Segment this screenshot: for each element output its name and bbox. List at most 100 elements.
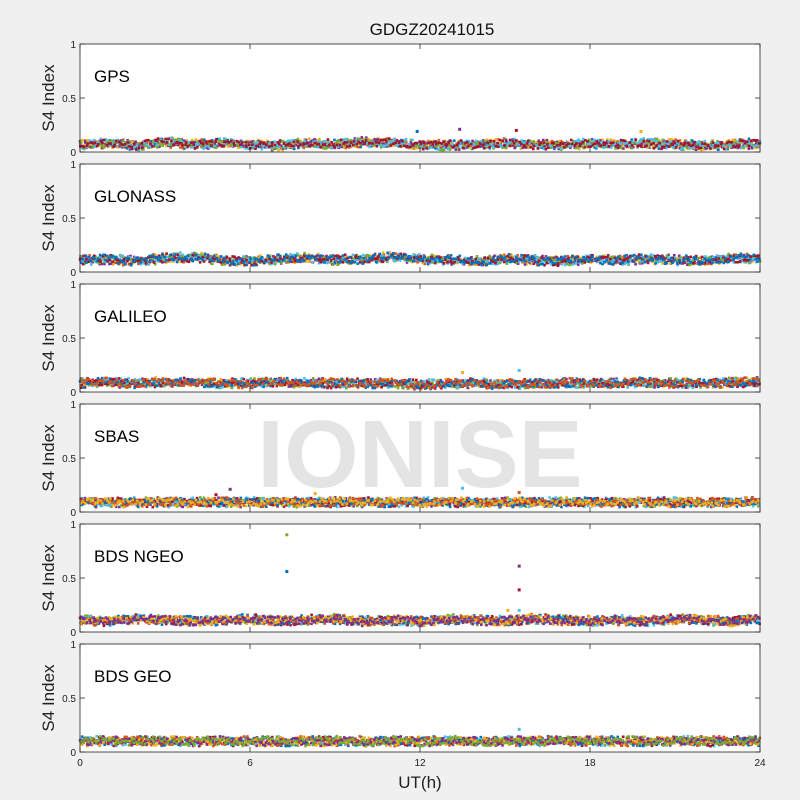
data-point [169, 258, 173, 261]
data-point [139, 261, 143, 264]
data-point [618, 145, 622, 148]
data-point [392, 251, 395, 255]
data-point [726, 257, 730, 261]
data-point [711, 147, 715, 150]
data-point [485, 263, 489, 267]
data-point [537, 139, 541, 143]
data-point [249, 257, 252, 260]
data-point [563, 263, 567, 267]
data-point [145, 142, 148, 145]
data-point [294, 143, 298, 147]
data-point [445, 144, 449, 147]
data-point [619, 138, 623, 142]
data-point [557, 147, 561, 151]
data-point [691, 140, 695, 143]
data-point [203, 138, 206, 142]
data-point [561, 142, 565, 146]
data-point [351, 253, 355, 257]
data-point [218, 137, 222, 141]
data-point [139, 142, 142, 146]
data-point [637, 255, 640, 259]
data-point [553, 146, 556, 149]
outlier-point [514, 128, 518, 132]
data-point [377, 254, 381, 258]
data-point [82, 145, 86, 149]
data-point [583, 145, 586, 149]
data-point [718, 140, 722, 144]
data-point [630, 254, 634, 258]
data-point [289, 253, 292, 256]
data-point [536, 147, 540, 150]
data-point [576, 263, 580, 266]
data-point [260, 145, 264, 149]
data-point [603, 260, 606, 264]
data-point [368, 145, 371, 149]
data-point [397, 256, 400, 260]
data-point [638, 140, 641, 143]
data-point [480, 263, 483, 267]
data-point [380, 254, 384, 257]
data-point [728, 144, 732, 148]
data-point [447, 141, 450, 145]
data-point [593, 142, 596, 146]
data-point [496, 141, 499, 145]
plot-area [80, 284, 760, 392]
data-point [509, 256, 513, 260]
data-point [156, 258, 160, 262]
data-point [510, 144, 514, 148]
data-point [559, 145, 563, 148]
data-point [657, 147, 661, 151]
data-point [616, 146, 620, 150]
data-point [281, 148, 284, 152]
data-point [758, 144, 761, 147]
data-point [655, 257, 658, 261]
data-point [310, 139, 314, 142]
data-point [93, 257, 96, 260]
data-point [172, 258, 176, 262]
data-point [159, 259, 163, 263]
data-point [84, 254, 88, 258]
data-point [271, 148, 275, 152]
data-point [657, 260, 661, 263]
data-point [493, 254, 496, 258]
data-point [366, 143, 370, 147]
data-point [351, 143, 355, 147]
data-point [153, 258, 157, 262]
data-point [364, 139, 368, 142]
data-point [381, 138, 385, 142]
data-point [248, 260, 252, 264]
data-point [578, 142, 582, 146]
data-point [643, 260, 647, 264]
data-point [541, 262, 545, 266]
data-point [738, 143, 741, 147]
data-point [245, 145, 248, 148]
data-point [723, 257, 727, 260]
data-point [639, 253, 643, 257]
data-point [85, 261, 88, 264]
data-point [394, 141, 397, 145]
data-point [213, 142, 216, 145]
data-point [205, 146, 208, 149]
data-point [405, 144, 409, 148]
data-point [463, 261, 466, 264]
data-point [239, 143, 242, 147]
data-point [323, 140, 327, 143]
data-point [642, 137, 645, 140]
data-point [419, 255, 422, 258]
data-point [116, 145, 119, 149]
data-point [715, 260, 719, 264]
data-point [330, 259, 333, 262]
data-point [704, 255, 707, 258]
data-point [397, 145, 401, 148]
data-point [359, 145, 363, 149]
data-point [250, 143, 254, 146]
data-point [449, 139, 452, 142]
data-point [590, 255, 594, 259]
data-point [488, 141, 492, 145]
data-point [481, 144, 485, 147]
data-point [284, 141, 287, 144]
data-point [631, 146, 635, 149]
data-point [699, 260, 702, 264]
data-point [86, 139, 89, 142]
